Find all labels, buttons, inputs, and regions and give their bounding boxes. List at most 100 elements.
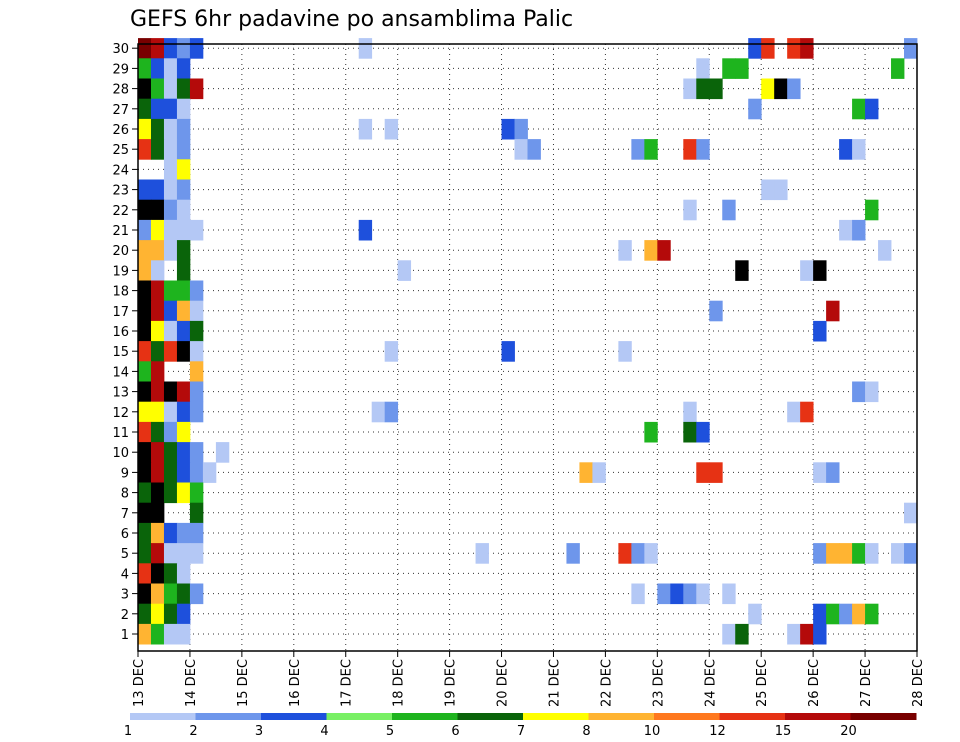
colorbar-label: 15	[775, 724, 792, 739]
precip-cell	[163, 341, 178, 362]
precip-cell	[774, 78, 788, 100]
x-tick-label: 24 DEC	[703, 659, 718, 707]
precip-cell	[761, 179, 775, 201]
colorbar-swatch	[130, 713, 196, 720]
precip-cell	[176, 320, 191, 342]
precip-cell	[138, 502, 152, 524]
colorbar-swatch	[261, 713, 327, 720]
precip-cell	[800, 401, 814, 423]
precip-cell	[176, 260, 191, 281]
precip-cell	[150, 361, 165, 382]
precip-cell	[787, 623, 801, 645]
precip-cell	[176, 462, 191, 483]
precip-cell	[189, 502, 204, 524]
precip-cell	[163, 623, 178, 645]
precip-cell	[891, 543, 905, 564]
precip-cell	[150, 118, 165, 140]
precip-cell	[852, 98, 866, 120]
y-tick-label: 19	[112, 264, 129, 279]
precip-cell	[358, 38, 373, 59]
precip-cell	[150, 381, 165, 403]
y-tick-label: 21	[112, 224, 129, 239]
x-tick-label: 18 DEC	[392, 659, 407, 707]
precip-cell	[696, 78, 710, 100]
precip-cell	[138, 381, 152, 403]
precip-cell	[150, 219, 165, 241]
precip-cell	[501, 341, 515, 362]
precip-cell	[813, 603, 827, 625]
precip-cell	[800, 623, 814, 645]
y-tick-label: 17	[112, 305, 129, 320]
precip-cell	[202, 462, 217, 483]
precip-cell	[138, 78, 152, 100]
precip-cell	[384, 401, 399, 423]
precip-cell	[150, 98, 165, 120]
precip-cell	[176, 583, 191, 605]
precip-cell	[176, 482, 191, 504]
precip-cell	[670, 583, 684, 605]
colorbar-swatch	[654, 713, 720, 720]
precip-cell	[826, 300, 840, 322]
precip-cell	[644, 543, 658, 564]
precip-cell	[839, 603, 853, 625]
precip-cell	[163, 219, 178, 241]
precip-cell	[800, 38, 814, 59]
precip-cell	[163, 401, 178, 423]
precip-cell	[813, 623, 827, 645]
precip-cell	[579, 462, 593, 483]
y-tick-label: 16	[112, 325, 129, 340]
precip-cell	[735, 58, 749, 79]
precip-cell	[865, 98, 879, 120]
precip-cell	[138, 623, 152, 645]
colorbar-swatch	[392, 713, 458, 720]
y-tick-label: 12	[112, 406, 129, 421]
precip-cell	[592, 462, 606, 483]
precip-cell	[696, 462, 710, 483]
y-tick-label: 14	[112, 365, 129, 380]
precip-cell	[150, 341, 165, 362]
y-tick-label: 27	[112, 103, 129, 118]
colorbar-swatch	[326, 713, 393, 720]
y-tick-label: 13	[112, 386, 129, 401]
precip-cell	[138, 240, 152, 261]
precip-cell	[163, 482, 178, 504]
y-tick-label: 25	[112, 143, 129, 158]
precip-cell	[176, 543, 191, 564]
precip-cell	[176, 199, 191, 221]
precip-cell	[163, 300, 178, 322]
precip-cell	[787, 401, 801, 423]
y-tick-label: 2	[121, 608, 129, 623]
x-tick-label: 27 DEC	[859, 659, 874, 707]
precip-cell	[189, 78, 204, 100]
precip-cell	[138, 361, 152, 382]
precip-cell	[150, 199, 165, 221]
colorbar-label: 1	[124, 724, 132, 739]
colorbar-label: 8	[582, 724, 590, 739]
precip-cell	[501, 118, 515, 140]
x-tick-label: 14 DEC	[184, 659, 199, 707]
precip-cell	[150, 563, 165, 584]
y-tick-label: 24	[112, 163, 129, 178]
precip-cell	[878, 240, 892, 261]
precip-cell	[631, 139, 645, 160]
precip-cell	[904, 543, 918, 564]
precip-cell	[138, 522, 152, 544]
precip-cell	[150, 240, 165, 261]
precip-cell	[761, 38, 775, 59]
precip-cell	[150, 280, 165, 302]
precip-cell	[696, 583, 710, 605]
precip-cell	[138, 563, 152, 584]
precip-cell	[163, 199, 178, 221]
x-tick-label: 25 DEC	[755, 659, 770, 707]
precip-cell	[514, 139, 528, 160]
x-tick-label: 17 DEC	[340, 659, 355, 707]
precip-cell	[138, 179, 152, 201]
precip-cell	[138, 260, 152, 281]
precip-cell	[163, 563, 178, 584]
precip-cell	[657, 240, 671, 261]
precip-cell	[150, 38, 165, 59]
precip-cell	[176, 563, 191, 584]
precip-cell	[150, 260, 165, 281]
precip-cell	[618, 341, 632, 362]
precip-cell	[163, 98, 178, 120]
